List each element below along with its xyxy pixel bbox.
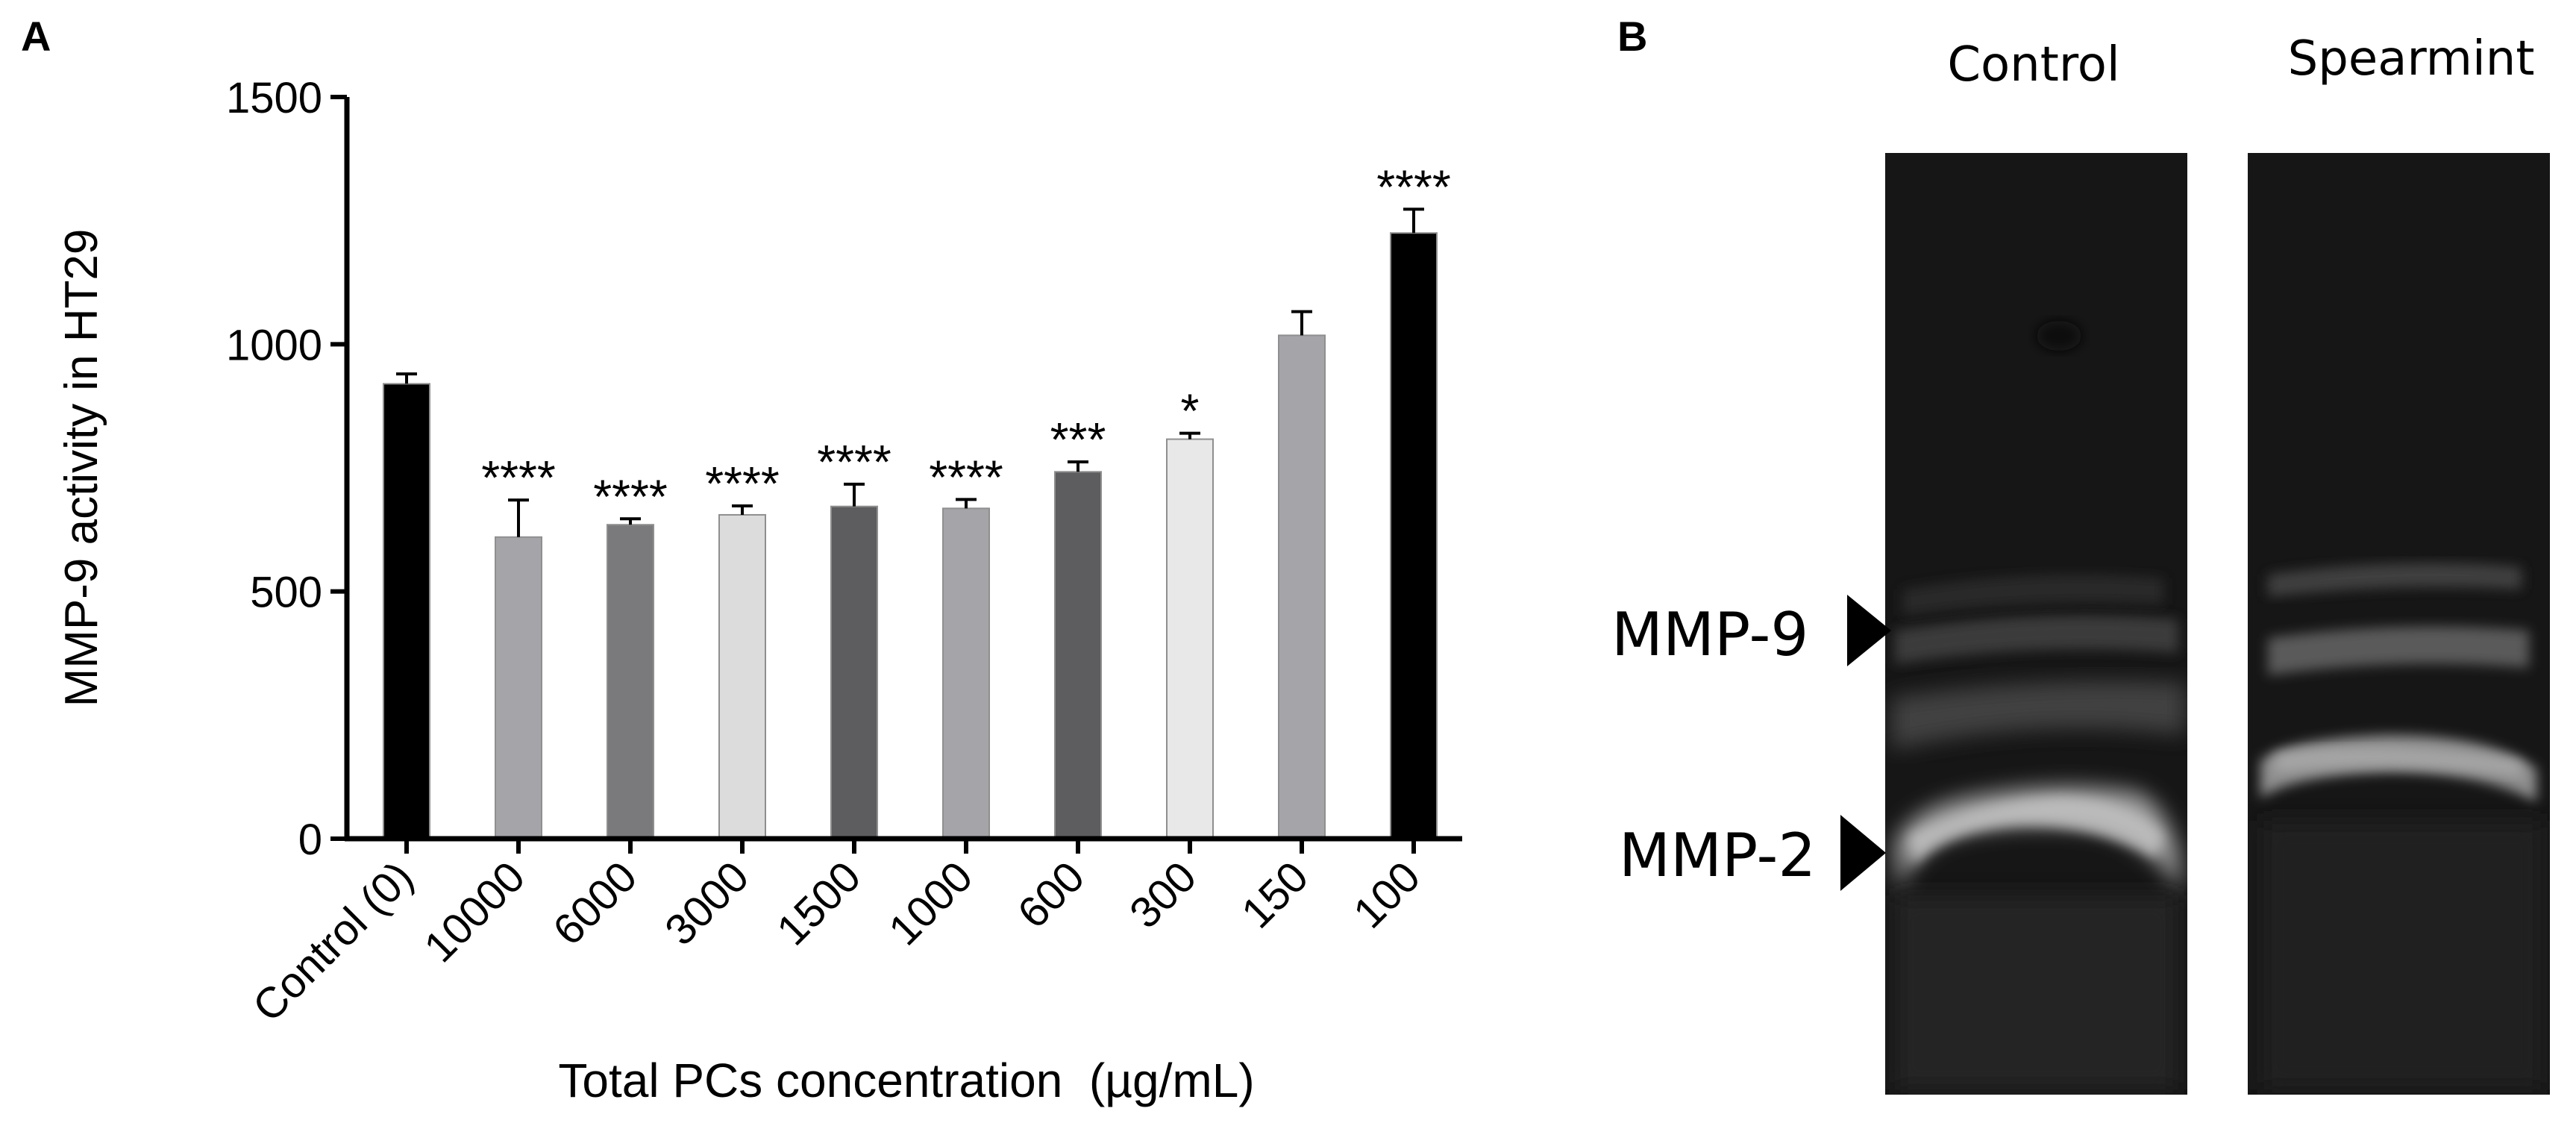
axes [344, 97, 1462, 842]
x-tick-label: 1500 [768, 852, 870, 954]
significance-label: *** [1050, 413, 1106, 466]
bar [383, 383, 430, 839]
x-tick-label: 100 [1344, 852, 1429, 937]
gel-marker-mmp9-label: MMP-9 [1611, 600, 1808, 669]
y-tick-label: 500 [250, 569, 322, 617]
x-tick-label: 300 [1121, 852, 1206, 937]
y-tick-label: 1000 [226, 321, 322, 369]
bar [1278, 334, 1326, 839]
significance-label: * [1181, 384, 1200, 438]
y-tick-label: 1500 [226, 74, 322, 122]
bars [383, 232, 1438, 840]
significance-label: **** [593, 469, 668, 523]
bar [718, 513, 766, 839]
significance-labels: **** **** **** **** ************ [481, 160, 1451, 523]
x-tick-label: Control (0) [243, 852, 422, 1031]
gel-marker-mmp9: MMP-9 [1611, 595, 1891, 669]
gel-lane-label-control: Control [1947, 37, 2119, 93]
gel-marker-mmp2-label: MMP-2 [1619, 821, 1816, 890]
bar [607, 524, 654, 839]
x-ticks: Control (0)10000 6000 3000 1500 1000 600 300 15… [243, 839, 1429, 1031]
significance-label: **** [481, 451, 556, 504]
x-tick-label: 10000 [415, 852, 534, 972]
bar [830, 505, 878, 839]
mmp2-arrow-icon [1840, 815, 1886, 891]
x-tick-label: 3000 [656, 852, 758, 954]
x-tick-label: 600 [1009, 852, 1094, 937]
bar [1054, 471, 1102, 839]
mmp9-arrow-icon [1847, 595, 1891, 666]
bar [942, 507, 990, 840]
bar [1390, 232, 1438, 839]
gel-marker-mmp2: MMP-2 [1619, 815, 1886, 891]
panel-b-label: B [1617, 13, 1647, 60]
y-ticks: 0 500 1000 1500 [226, 74, 347, 864]
significance-label: **** [1376, 160, 1451, 213]
gel-lane-label-spearmint: Spearmint [2288, 31, 2535, 87]
significance-label: **** [817, 435, 891, 489]
x-tick-label: 1000 [880, 852, 982, 954]
zymogram-gel: Control Spearmint [1611, 31, 2550, 1095]
y-axis-label: MMP-9 activity in HT29 [56, 229, 107, 707]
gel-lane-spearmint [2248, 153, 2550, 1095]
significance-label: **** [929, 450, 1003, 504]
error-bars [396, 207, 1424, 537]
x-tick-label: 150 [1232, 852, 1317, 937]
bar [495, 536, 542, 839]
y-tick-label: 0 [298, 816, 322, 864]
panel-a-label: A [21, 13, 51, 60]
x-tick-label: 6000 [544, 852, 646, 954]
x-axis-label: Total PCs concentration (µg/mL) [558, 1054, 1254, 1107]
gel-lane-control [1885, 153, 2187, 1095]
significance-label: **** [705, 457, 780, 510]
bar [1166, 438, 1214, 839]
